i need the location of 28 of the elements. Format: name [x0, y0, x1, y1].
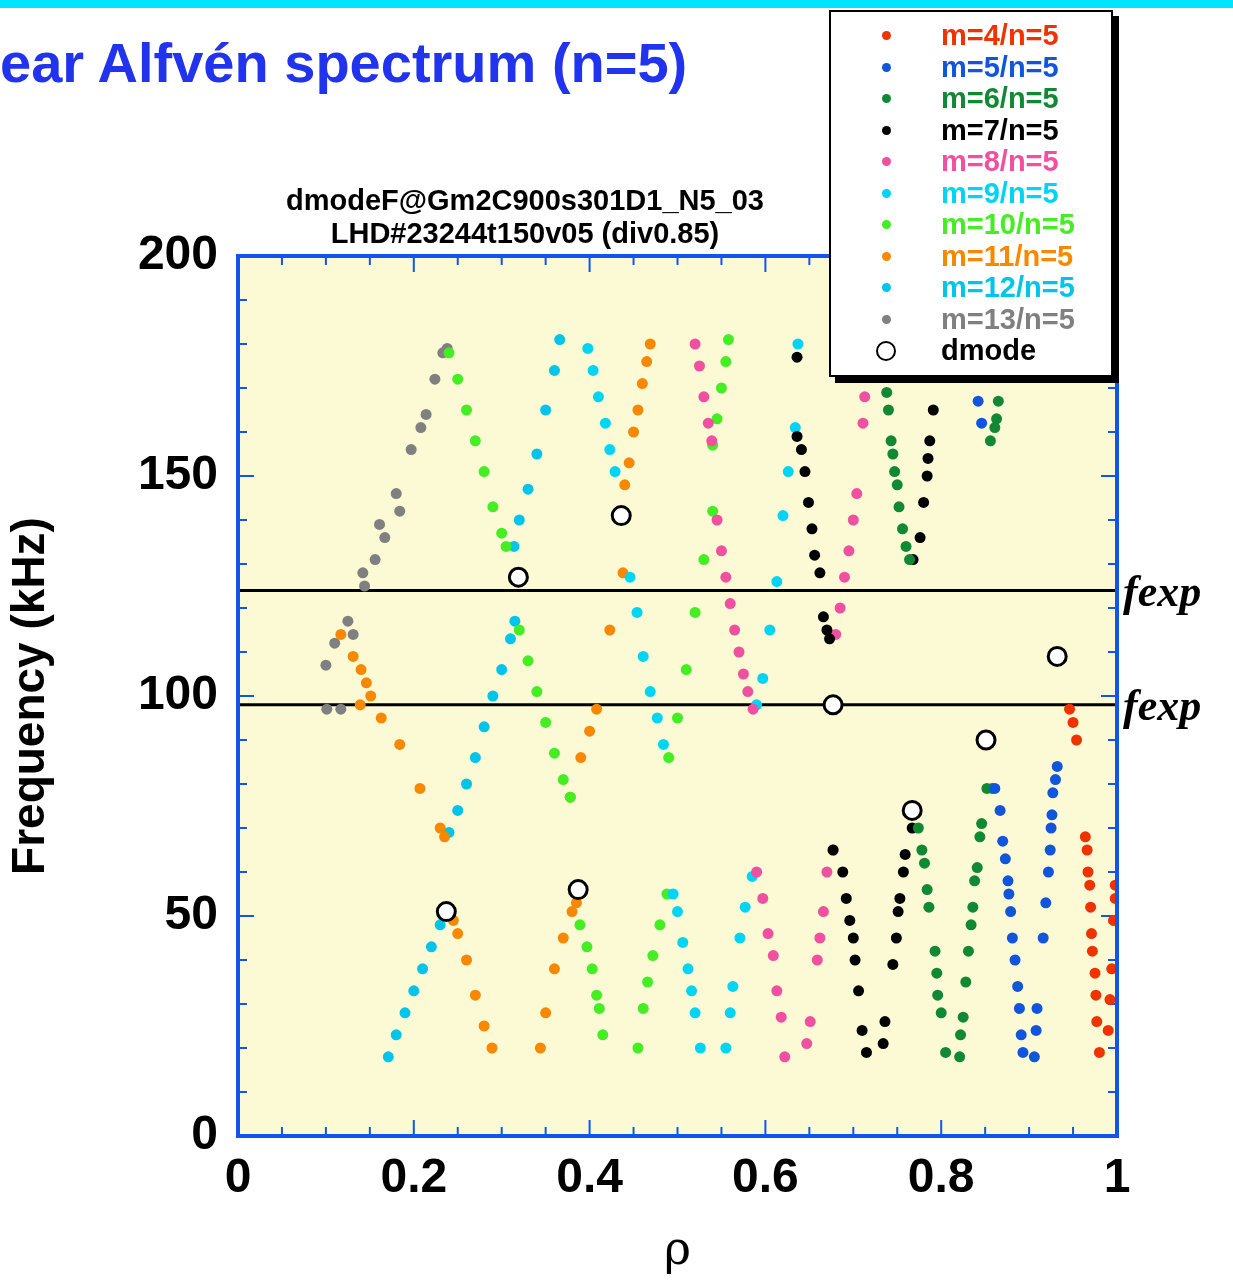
ref-line-label: fexp: [1123, 566, 1202, 616]
x-tick-label: 0.4: [556, 1149, 624, 1203]
chart-title: ear Alfvén spectrum (n=5): [0, 30, 688, 95]
y-tick-label: 50: [164, 886, 218, 940]
legend-label: m=12/n=5: [941, 271, 1075, 305]
legend-label: m=6/n=5: [941, 82, 1059, 116]
legend-label: m=7/n=5: [941, 113, 1059, 147]
x-tick-label: 0.8: [907, 1149, 975, 1203]
chart-subtitle: dmodeF@Gm2C900s301D1_N5_03 LHD#23244t150v05 (div0.85): [285, 184, 765, 250]
y-axis-title: Frequency (kHz): [2, 517, 55, 875]
y-tick-label: 0: [191, 1106, 218, 1160]
x-tick-label: 0.6: [732, 1149, 799, 1203]
ref-line-label: fexp: [1123, 681, 1202, 731]
x-tick-label: 1: [1103, 1149, 1131, 1203]
legend-label: m=13/n=5: [941, 302, 1075, 336]
legend-label: m=11/n=5: [941, 239, 1074, 273]
x-tick-label: 0: [224, 1149, 252, 1203]
x-tick-label: 0.2: [380, 1149, 448, 1203]
legend-label: dmode: [941, 334, 1037, 368]
legend-label: m=10/n=5: [941, 208, 1075, 242]
x-axis-title: ρ: [663, 1221, 692, 1276]
y-tick-label: 200: [137, 226, 218, 280]
legend-label: m=8/n=5: [941, 145, 1059, 179]
legend-label: m=4/n=5: [941, 19, 1059, 53]
y-tick-label: 150: [137, 446, 218, 500]
legend-label: m=5/n=5: [941, 50, 1059, 84]
y-tick-label: 100: [137, 666, 218, 720]
legend-label: m=9/n=5: [941, 176, 1059, 210]
